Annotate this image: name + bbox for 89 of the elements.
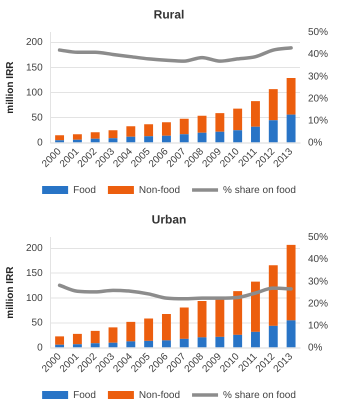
bar (233, 334, 242, 348)
y-tick-label: 200 (26, 243, 44, 254)
bar (198, 116, 206, 133)
bar (251, 101, 260, 127)
y-axis-title: million IRR (4, 266, 16, 319)
bar (162, 314, 171, 340)
bar (251, 332, 260, 348)
bar (144, 136, 154, 142)
line-series (58, 284, 293, 301)
line-series (58, 46, 293, 63)
bar (126, 126, 136, 137)
bar (108, 130, 118, 138)
bar (144, 318, 154, 341)
bar (162, 122, 171, 136)
y2-tick-label: 40% (308, 49, 328, 60)
bar (72, 344, 82, 348)
bar (251, 126, 260, 142)
bar (215, 298, 224, 337)
legend-label: Food (73, 184, 96, 196)
y2-tick-label: 30% (308, 276, 328, 288)
y-tick-label: 150 (26, 268, 44, 279)
bar (198, 301, 206, 338)
bar (233, 291, 242, 335)
y2-tick-label: 0% (308, 138, 323, 149)
legend-label: Food (73, 390, 96, 401)
y-tick-label: 100 (26, 87, 44, 98)
chart-title: Urban (152, 212, 186, 227)
y-tick-label: 0 (37, 342, 44, 354)
bar (233, 108, 242, 130)
y-tick-label: 150 (26, 62, 44, 74)
bar (268, 265, 278, 326)
bar (144, 124, 154, 136)
bar (90, 330, 100, 344)
bar (198, 132, 206, 142)
bar (180, 134, 189, 142)
bar (126, 322, 136, 342)
y2-tick-label: 30% (308, 71, 328, 82)
bar (90, 343, 100, 348)
bar (286, 320, 296, 348)
y-tick-label: 50 (32, 112, 44, 124)
y2-tick-label: 50% (308, 232, 328, 244)
y-axis-title: million IRR (4, 60, 16, 114)
bar (72, 134, 82, 140)
bar (215, 132, 224, 142)
bar (162, 136, 171, 142)
bar (215, 336, 224, 348)
legend-label: % share on food (223, 390, 296, 401)
y-tick-label: 50 (32, 318, 44, 329)
bar (215, 113, 224, 132)
bar (90, 132, 100, 139)
bar (55, 336, 64, 345)
y2-tick-label: 10% (308, 115, 328, 126)
bar (268, 89, 278, 120)
y2-tick-label: 40% (308, 254, 328, 266)
bar (286, 78, 296, 115)
bar (268, 120, 278, 142)
bar (72, 140, 82, 142)
bar (180, 308, 189, 339)
bar (286, 114, 296, 142)
legend-label: % share on food (223, 184, 296, 196)
y-tick-label: 0 (37, 138, 44, 149)
bar (72, 334, 82, 344)
bar (90, 138, 100, 142)
bar (108, 138, 118, 142)
y2-tick-label: 50% (308, 27, 328, 38)
y2-tick-label: 20% (308, 93, 328, 104)
bar (198, 337, 206, 348)
bar (126, 136, 136, 142)
bar (180, 118, 189, 134)
chart-title: Rural (154, 8, 184, 22)
bar (251, 282, 260, 332)
bar (162, 340, 171, 348)
y2-tick-label: 20% (308, 298, 328, 310)
bar (233, 130, 242, 142)
bar (180, 338, 189, 348)
bar (108, 342, 118, 348)
y-tick-label: 100 (26, 292, 44, 304)
bar (55, 344, 64, 348)
legend-label: Non-food (138, 184, 180, 196)
bar (268, 326, 278, 348)
bar (144, 340, 154, 348)
bar (126, 341, 136, 348)
y2-tick-label: 10% (308, 320, 328, 332)
bar (55, 135, 64, 140)
y2-tick-label: 0% (308, 342, 323, 354)
bar (108, 327, 118, 343)
legend-label: Non-food (138, 390, 180, 401)
bar (286, 244, 296, 320)
y-tick-label: 200 (26, 37, 44, 48)
